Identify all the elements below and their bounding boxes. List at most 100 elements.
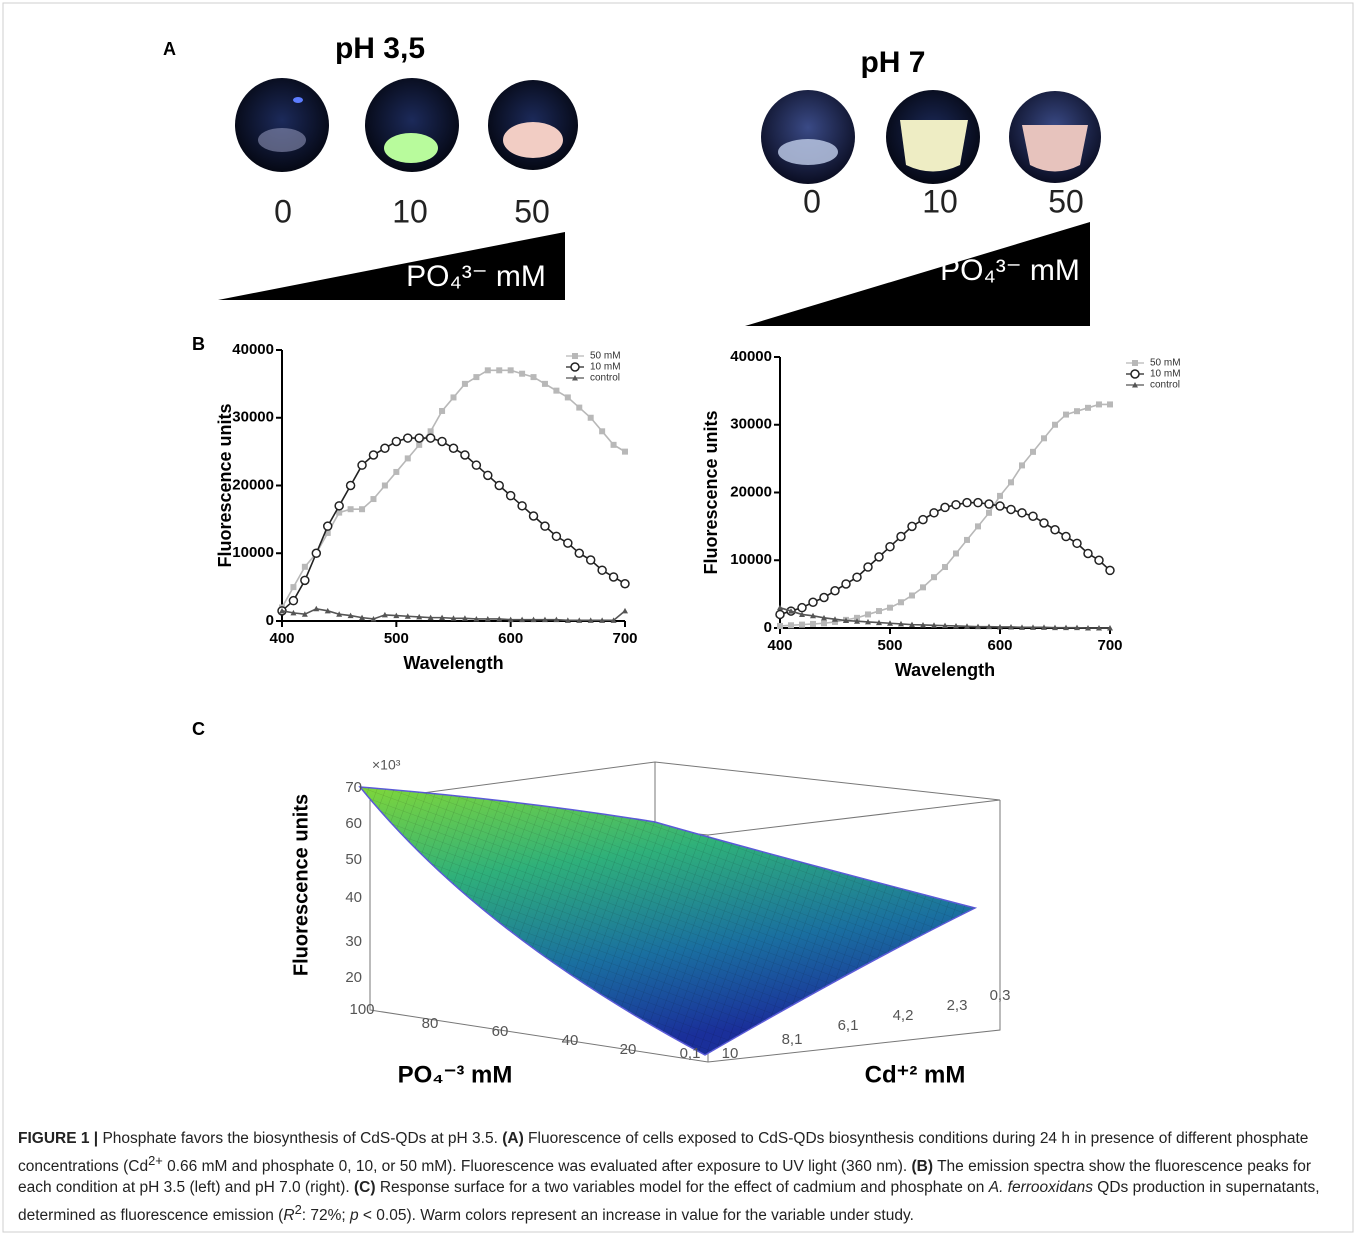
marker	[920, 584, 926, 591]
concentration: 0	[803, 183, 821, 219]
marker	[841, 579, 851, 589]
photos	[235, 78, 1101, 184]
marker	[404, 613, 411, 619]
marker	[962, 497, 972, 508]
marker	[334, 501, 344, 511]
marker	[324, 607, 331, 614]
marker	[288, 595, 299, 606]
marker	[975, 523, 981, 530]
caption-text: Response surface for a two variables mod…	[375, 1179, 989, 1197]
marker	[942, 622, 948, 629]
x-tick-label: 100	[349, 1001, 374, 1018]
marker	[301, 563, 308, 570]
marker	[788, 622, 794, 629]
marker	[896, 531, 906, 542]
y-tick-label: 30000	[730, 416, 772, 433]
marker	[852, 572, 862, 582]
x-tick-label: 400	[767, 637, 792, 654]
concentration: 0	[274, 193, 292, 229]
photo	[761, 90, 855, 184]
series-line	[281, 437, 626, 612]
marker	[1030, 448, 1036, 455]
series-line	[779, 501, 1111, 616]
marker	[381, 611, 388, 618]
marker	[599, 617, 606, 623]
legend-marker	[572, 375, 578, 381]
marker	[775, 609, 785, 620]
series-line	[779, 403, 1110, 627]
marker	[437, 436, 447, 447]
legend-label: control	[590, 373, 620, 384]
marker	[416, 613, 423, 620]
panel-label: C	[192, 719, 205, 739]
photo-glow	[900, 120, 968, 172]
marker	[1050, 525, 1060, 535]
figure-frame	[2, 2, 1354, 1233]
marker	[788, 608, 794, 614]
legend-marker	[570, 362, 580, 372]
marker	[1006, 504, 1016, 515]
marker	[610, 441, 617, 448]
marker	[854, 618, 860, 624]
marker	[940, 502, 950, 513]
legend-label: control	[1150, 380, 1180, 391]
marker	[336, 611, 343, 617]
marker	[1096, 401, 1102, 408]
marker	[311, 548, 322, 558]
marker	[483, 470, 493, 481]
marker	[951, 499, 961, 510]
x-tick-label: 400	[269, 630, 294, 647]
marker	[1094, 555, 1104, 565]
marker	[799, 621, 805, 628]
y-tick-label: 0,3	[990, 987, 1011, 1004]
marker	[530, 616, 537, 623]
marker	[551, 531, 562, 542]
marker	[622, 607, 628, 614]
marker	[322, 521, 333, 531]
caption-label: (A)	[502, 1130, 524, 1147]
marker	[1008, 479, 1014, 486]
marker	[391, 436, 402, 447]
marker	[865, 618, 871, 625]
concentration: 10	[392, 193, 428, 229]
marker	[599, 428, 606, 435]
marker	[393, 612, 400, 619]
caption-text: < 0.05). Warm colors represent an increa…	[358, 1206, 914, 1224]
marker	[313, 605, 320, 612]
photo-glow	[778, 139, 838, 165]
marker	[359, 614, 366, 621]
caption-sup: 2	[294, 1201, 302, 1217]
y-tick-label: 0	[764, 619, 772, 636]
marker	[425, 433, 436, 443]
marker	[964, 536, 970, 543]
marker	[357, 460, 367, 470]
x-tick-label: 600	[498, 630, 523, 647]
marker	[380, 443, 390, 453]
group-title: pH 7	[860, 46, 925, 79]
marker	[553, 616, 560, 623]
y-tick-label: 4,2	[893, 1007, 914, 1024]
marker	[290, 609, 297, 616]
marker	[517, 501, 527, 511]
marker	[821, 620, 827, 627]
marker	[540, 521, 550, 531]
marker	[907, 521, 917, 532]
y-tick-label: 30000	[232, 409, 274, 426]
marker	[1041, 624, 1047, 630]
marker	[622, 448, 628, 455]
z-tick-label: 60	[345, 815, 362, 832]
x-tick-label: 500	[384, 630, 409, 647]
marker	[964, 623, 970, 629]
y-axis-title: Fluorescence units	[215, 403, 235, 567]
marker	[564, 394, 571, 401]
marker	[1083, 548, 1093, 559]
y-tick-label: 10	[722, 1045, 739, 1062]
marker	[1019, 624, 1025, 630]
y-tick-label: 40000	[730, 348, 772, 365]
marker	[1074, 408, 1080, 415]
marker	[777, 604, 783, 611]
marker	[530, 374, 537, 381]
gradient-wedge	[745, 222, 1090, 326]
marker	[370, 496, 377, 503]
